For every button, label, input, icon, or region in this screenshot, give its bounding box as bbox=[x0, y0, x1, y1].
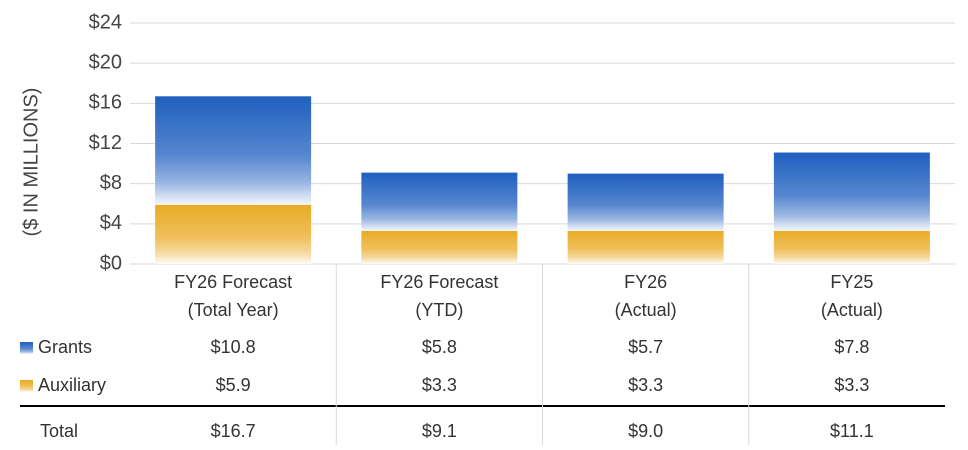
x-tick-label: FY25 bbox=[830, 272, 873, 292]
table-cell: $5.8 bbox=[422, 337, 457, 357]
x-tick-label: FY26 Forecast bbox=[174, 272, 292, 292]
y-tick-label: $16 bbox=[89, 92, 122, 114]
bar-segment bbox=[361, 230, 518, 264]
table-cell: $5.7 bbox=[628, 337, 663, 357]
legend-swatch bbox=[20, 342, 33, 354]
table-cell: $3.3 bbox=[628, 375, 663, 395]
legend-swatch bbox=[20, 380, 33, 392]
total-cell: $9.0 bbox=[628, 421, 663, 441]
y-tick-label: $4 bbox=[100, 212, 122, 234]
legend-label: Grants bbox=[38, 337, 92, 357]
bar-segment bbox=[567, 230, 724, 264]
x-tick-label: (Actual) bbox=[615, 300, 677, 320]
x-tick-label: (YTD) bbox=[415, 300, 463, 320]
table-cell: $10.8 bbox=[211, 337, 256, 357]
total-cell: $11.1 bbox=[830, 421, 874, 441]
x-tick-label: (Actual) bbox=[821, 300, 883, 320]
table-cell: $3.3 bbox=[422, 375, 457, 395]
legend-label: Auxiliary bbox=[38, 375, 106, 395]
y-tick-label: $12 bbox=[89, 132, 122, 154]
x-tick-label: FY26 Forecast bbox=[380, 272, 498, 292]
y-tick-label: $24 bbox=[89, 11, 122, 33]
total-cell: $16.7 bbox=[211, 421, 256, 441]
total-label: Total bbox=[40, 421, 78, 441]
x-tick-label: FY26 bbox=[624, 272, 667, 292]
table-cell: $7.8 bbox=[834, 337, 869, 357]
bar-segment bbox=[773, 230, 930, 264]
total-cell: $9.1 bbox=[422, 421, 457, 441]
y-tick-label: $0 bbox=[100, 252, 122, 274]
y-tick-label: $20 bbox=[89, 51, 122, 73]
bar-segment bbox=[155, 204, 312, 264]
bar-segment bbox=[773, 152, 930, 231]
x-tick-label: (Total Year) bbox=[188, 300, 279, 320]
bar-segment bbox=[361, 172, 518, 231]
table-cell: $3.3 bbox=[834, 375, 869, 395]
y-axis-title: ($ IN MILLIONS) bbox=[20, 88, 42, 237]
y-tick-label: $8 bbox=[100, 172, 122, 194]
bar-segment bbox=[567, 173, 724, 231]
table-cell: $5.9 bbox=[216, 375, 251, 395]
bar-segment bbox=[155, 96, 312, 205]
